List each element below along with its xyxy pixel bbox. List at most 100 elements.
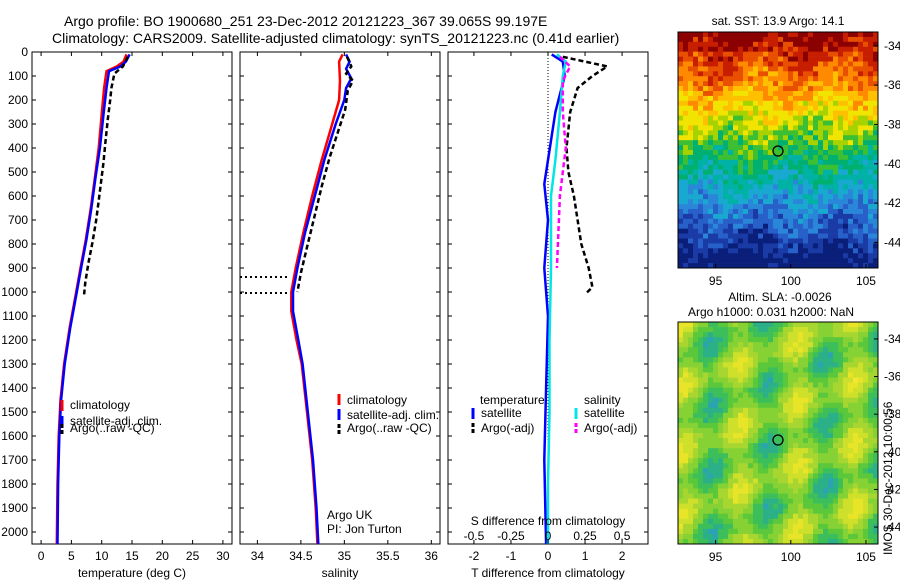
sst-cell (803, 184, 809, 190)
sla-cell (823, 407, 829, 414)
sst-cell (698, 189, 704, 195)
sla-cell (843, 327, 849, 333)
sla-cell (738, 538, 744, 545)
sla-cell (723, 458, 729, 464)
sst-cell (848, 36, 854, 43)
sst-cell (873, 218, 879, 225)
sst-cell (683, 258, 689, 264)
sst-cell (693, 140, 699, 146)
sla-cell (773, 337, 779, 343)
sla-cell (778, 458, 784, 464)
sst-cell (793, 213, 799, 220)
sla-cell (848, 332, 854, 338)
sla-cell (773, 458, 779, 464)
sst-cell (838, 120, 844, 126)
sst-cell (718, 169, 724, 175)
sst-cell (763, 243, 769, 249)
sla-cell (858, 503, 864, 509)
sla-cell (718, 412, 724, 419)
sla-cell (783, 397, 789, 404)
sla-cell (803, 347, 809, 353)
sla-cell (778, 427, 784, 434)
sla-cell (773, 453, 779, 459)
sla-cell (803, 508, 809, 515)
sla-cell (818, 342, 824, 348)
sst-cell (843, 125, 849, 131)
sla-cell (678, 392, 684, 398)
sla-cell (698, 523, 704, 530)
sst-cell (703, 135, 709, 141)
sst-cell (718, 81, 724, 87)
sla-cell (808, 417, 814, 424)
sst-cell (723, 174, 729, 180)
sst-cell (803, 174, 809, 180)
x-tick-label: 34 (251, 549, 265, 563)
sst-cell (858, 71, 864, 77)
sla-cell (763, 347, 769, 353)
sst-cell (868, 238, 874, 244)
sla-cell (833, 417, 839, 424)
sst-cell (843, 135, 849, 141)
sla-cell (698, 417, 704, 424)
sst-cell (873, 209, 879, 215)
sst-cell (743, 32, 749, 38)
sst-cell (748, 41, 754, 48)
sst-cell (793, 228, 799, 234)
sst-cell (763, 66, 769, 72)
sla-cell (838, 473, 844, 479)
sla-cell (818, 503, 824, 509)
sla-cell (678, 427, 684, 434)
sla-cell (838, 523, 844, 530)
sst-cell (813, 86, 819, 92)
sla-cell (858, 453, 864, 459)
sla-cell (788, 387, 794, 393)
sst-cell (698, 91, 704, 97)
sla-cell (703, 337, 709, 343)
sst-cell (853, 145, 859, 151)
sla-cell (758, 468, 764, 474)
sla-cell (763, 493, 769, 499)
sst-cell (748, 76, 754, 82)
sla-cell (843, 473, 849, 479)
map-lat-label: -42 (884, 482, 900, 496)
sla-cell (743, 367, 749, 373)
sla-cell (753, 523, 759, 530)
sla-cell (778, 503, 784, 509)
sst-cell (688, 174, 694, 180)
sst-cell (798, 91, 804, 97)
sst-cell (858, 174, 864, 180)
depth-tick-label: 800 (8, 237, 28, 251)
sst-cell (788, 174, 794, 180)
sst-cell (853, 223, 859, 229)
sst-cell (723, 164, 729, 170)
sla-cell (743, 427, 749, 434)
sst-cell (748, 184, 754, 190)
sst-cell (688, 179, 694, 185)
sst-cell (683, 100, 689, 107)
sla-cell (733, 483, 739, 489)
sst-cell (708, 125, 714, 131)
sst-cell (708, 159, 714, 166)
sla-cell (788, 513, 794, 520)
sla-cell (748, 523, 754, 530)
sla-cell (813, 352, 819, 358)
sst-cell (753, 194, 759, 200)
sla-cell (698, 458, 704, 464)
sla-cell (758, 347, 764, 353)
sla-cell (873, 513, 879, 520)
sst-cell (708, 61, 714, 67)
sla-cell (688, 448, 694, 454)
sla-cell (703, 528, 709, 535)
sst-cell (718, 56, 724, 62)
sst-cell (853, 95, 859, 102)
sst-cell (783, 56, 789, 62)
sla-cell (868, 412, 874, 419)
sla-cell (708, 387, 714, 393)
sla-cell (838, 382, 844, 388)
sla-cell (763, 518, 769, 525)
sst-cell (723, 32, 729, 38)
sst-cell (728, 115, 734, 121)
sla-cell (718, 407, 724, 414)
sla-cell (733, 402, 739, 409)
sst-cell (723, 263, 729, 269)
